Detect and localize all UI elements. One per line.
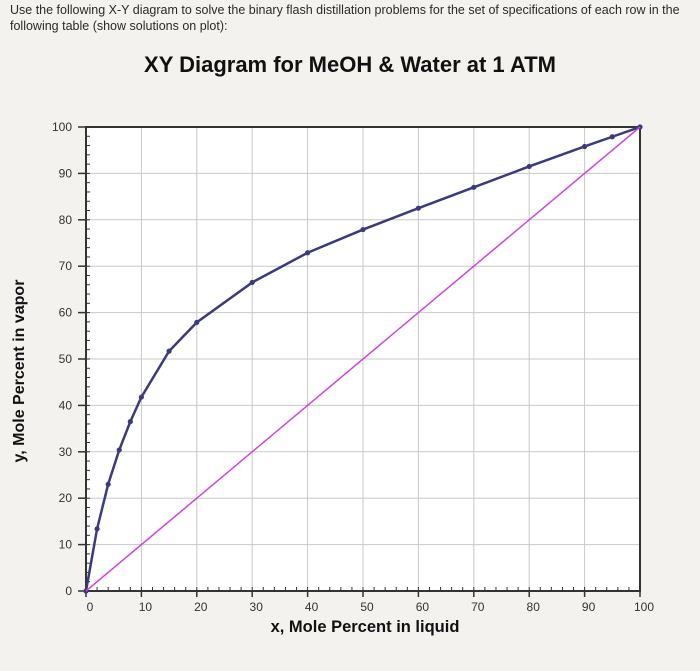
data-point — [138, 394, 144, 400]
data-point — [166, 348, 172, 354]
data-point — [471, 184, 477, 190]
data-point — [609, 134, 615, 140]
x-tick-label: 70 — [471, 600, 485, 614]
x-tick-label: 80 — [527, 600, 541, 614]
x-axis-label: x, Mole Percent in liquid — [270, 618, 460, 636]
x-tick-label: 0 — [87, 600, 94, 614]
y-tick-label: 0 — [65, 584, 72, 598]
y-tick-label: 50 — [59, 352, 73, 366]
data-point — [116, 447, 122, 453]
chart-title: XY Diagram for MeOH & Water at 1 ATM — [144, 52, 556, 77]
y-tick-label: 70 — [59, 259, 73, 273]
data-point — [415, 205, 421, 211]
data-point — [526, 163, 532, 170]
instructions-text: Use the following X-Y diagram to solve t… — [10, 3, 680, 33]
y-tick-label: 90 — [59, 166, 73, 180]
y-tick-label: 100 — [52, 120, 72, 134]
x-tick-label: 30 — [250, 600, 264, 614]
x-tick-label: 40 — [305, 600, 319, 614]
y-tick-label: 10 — [59, 538, 73, 552]
y-tick-label: 60 — [59, 306, 73, 320]
y-tick-label: 30 — [59, 445, 73, 459]
data-point — [360, 226, 366, 233]
y-tick-label: 40 — [59, 398, 73, 412]
x-tick-label: 20 — [194, 600, 208, 614]
x-tick-label: 90 — [582, 600, 596, 614]
data-point — [105, 481, 111, 487]
data-point — [305, 250, 311, 256]
x-tick-label: 50 — [360, 600, 374, 614]
diagonal-line — [85, 126, 641, 592]
data-point — [582, 143, 588, 150]
data-point — [127, 419, 133, 425]
data-point — [194, 319, 200, 325]
y-tick-label: 80 — [59, 213, 73, 227]
x-tick-label: 100 — [634, 600, 654, 614]
data-point — [94, 526, 100, 532]
y-tick-label: 20 — [59, 491, 73, 505]
x-tick-label: 10 — [139, 600, 153, 614]
x-tick-label: 60 — [416, 600, 430, 614]
data-point — [249, 279, 255, 286]
